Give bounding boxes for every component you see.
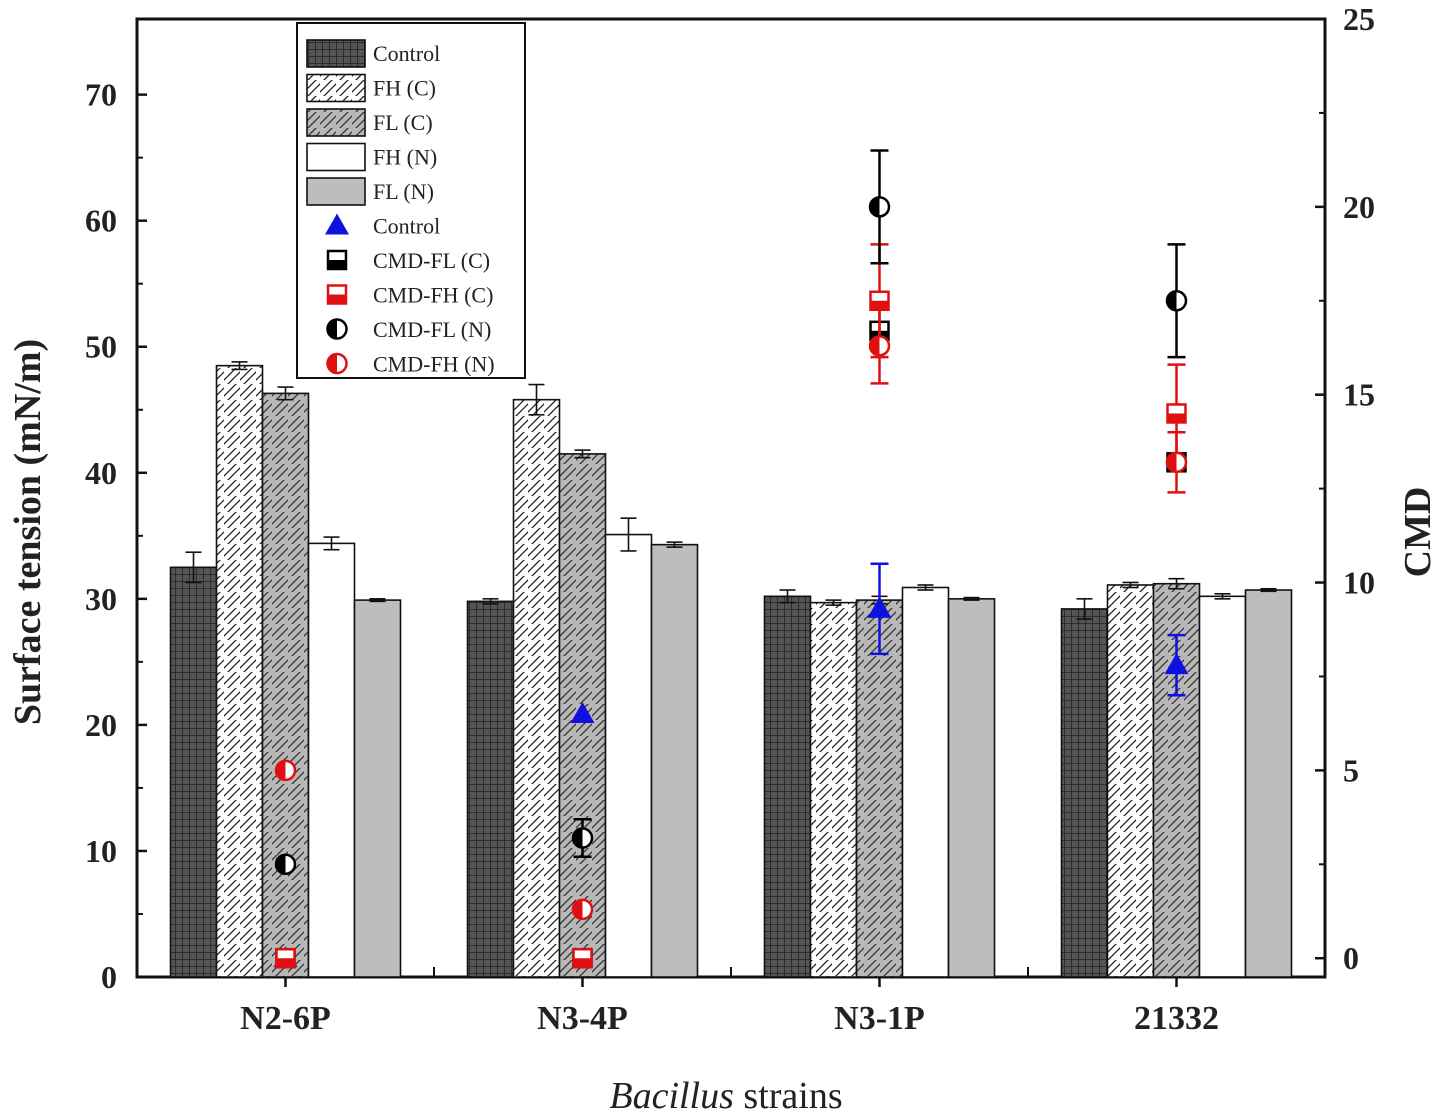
legend-label: FL (C) — [373, 110, 433, 135]
data-point — [274, 853, 297, 876]
bars-layer — [169, 361, 1293, 978]
bar — [1244, 589, 1293, 978]
legend-swatch — [306, 142, 366, 172]
data-point — [1165, 451, 1188, 474]
bar — [353, 599, 402, 978]
x-category-label: N2-6P — [240, 1000, 331, 1037]
legend-label: FH (C) — [373, 76, 436, 101]
bar — [947, 598, 996, 978]
bar — [604, 533, 653, 978]
bar — [763, 595, 812, 978]
y-tick-label: 60 — [85, 203, 117, 239]
data-point — [571, 898, 594, 921]
legend-marker — [326, 318, 348, 340]
legend-label: CMD-FL (C) — [373, 248, 490, 273]
legend: Control FH (C) FL (C) FH (N) FL (N) Control CM… — [296, 22, 526, 379]
legend-swatch — [306, 73, 366, 103]
y2-tick-label: 15 — [1343, 377, 1375, 413]
x-category-label: N3-1P — [834, 1000, 925, 1037]
legend-label: Control — [373, 41, 440, 66]
x-axis-title-italic: Bacillus — [609, 1075, 734, 1115]
legend-marker — [326, 284, 348, 305]
bar — [169, 566, 218, 978]
bar — [307, 542, 356, 978]
y-tick-label: 30 — [85, 581, 117, 617]
bar — [512, 398, 561, 978]
data-point — [1165, 290, 1188, 312]
x-axis-title-rest: strains — [734, 1075, 843, 1115]
data-point — [274, 759, 297, 782]
legend-swatch — [306, 177, 366, 206]
y2-tick-label: 20 — [1343, 189, 1375, 225]
y2-tick-label: 10 — [1343, 565, 1375, 601]
bar — [901, 586, 950, 978]
data-point — [868, 335, 891, 357]
data-point — [1164, 653, 1189, 675]
data-point — [571, 827, 594, 849]
y-tick-label: 0 — [101, 959, 117, 995]
x-axis-title: Bacillus strains — [609, 1075, 842, 1115]
y2-tick-label: 25 — [1343, 1, 1375, 37]
bar — [1060, 608, 1109, 978]
axis-layer: 0 10 20 30 40 50 60 70 0 5 10 15 20 25 N2-6P N3-4P N3-1P… — [85, 1, 1375, 1037]
legend-label: CMD-FL (N) — [373, 317, 491, 342]
data-point — [570, 702, 595, 724]
bar — [809, 601, 858, 978]
points-layer — [273, 149, 1189, 969]
bar — [650, 543, 699, 978]
bar — [855, 599, 904, 978]
legend-label: FL (N) — [373, 179, 434, 204]
x-category-label: N3-4P — [537, 1000, 628, 1037]
legend-swatch — [306, 39, 366, 68]
legend-label: Control — [373, 214, 440, 239]
legend-items: Control FH (C) FL (C) FH (N) FL (N) Control CM… — [306, 39, 495, 377]
legend-label: FH (N) — [373, 145, 437, 170]
legend-label: CMD-FH (N) — [373, 352, 495, 377]
y-axis-title: Surface tension (mN/m) — [7, 339, 49, 725]
bar — [261, 392, 310, 978]
y-tick-label: 10 — [85, 833, 117, 869]
y-tick-label: 50 — [85, 329, 117, 365]
data-point — [868, 196, 891, 218]
y2-tick-label: 0 — [1343, 940, 1359, 976]
y-tick-label: 20 — [85, 707, 117, 743]
data-point — [275, 947, 296, 969]
y-tick-label: 70 — [85, 77, 117, 113]
legend-swatch — [306, 108, 366, 137]
data-point — [572, 947, 593, 969]
legend-label: CMD-FH (C) — [373, 283, 493, 308]
bar — [466, 600, 515, 978]
legend-marker — [325, 213, 349, 235]
data-point — [1166, 403, 1187, 424]
data-point — [867, 596, 892, 618]
legend-marker — [326, 249, 348, 271]
bar — [215, 364, 264, 978]
bar — [1106, 584, 1155, 978]
x-category-label: 21332 — [1134, 1000, 1219, 1037]
y2-axis-title: CMD — [1397, 487, 1439, 578]
y-tick-label: 40 — [85, 455, 117, 491]
legend-marker — [326, 352, 348, 375]
bar — [1198, 595, 1247, 978]
y2-tick-label: 5 — [1343, 752, 1359, 788]
